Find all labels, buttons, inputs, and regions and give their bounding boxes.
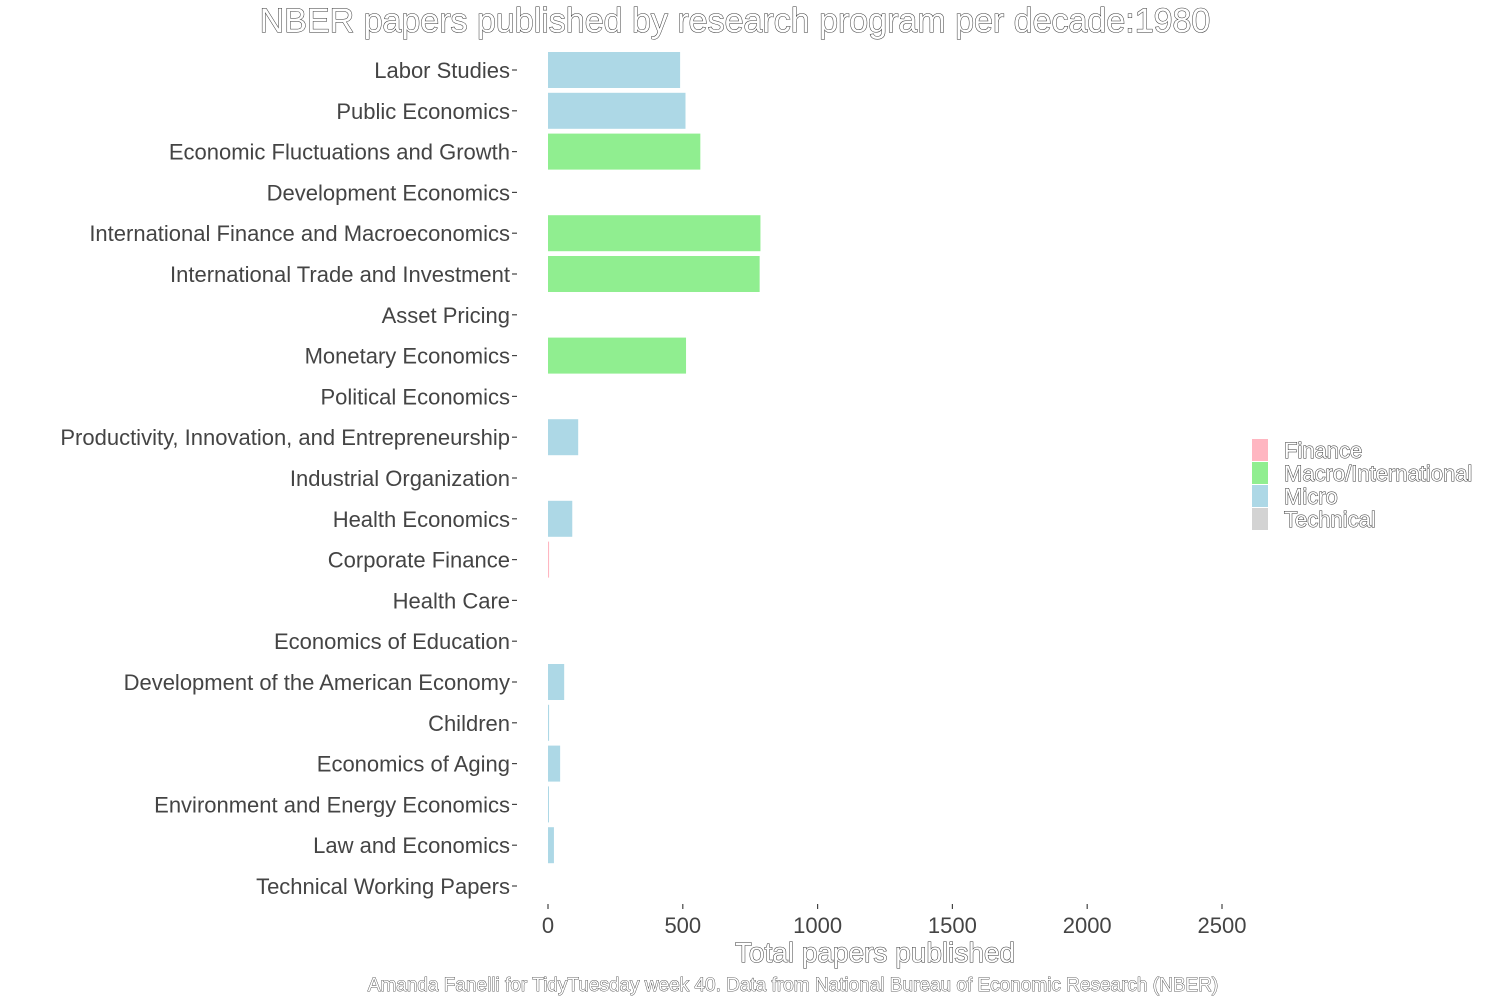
bar [548, 52, 681, 88]
legend-swatch [1252, 439, 1268, 461]
bar [548, 256, 760, 292]
caption: Amanda Fanelli for TidyTuesday week 40. … [368, 975, 1218, 996]
y-tick-label: Children [428, 711, 510, 736]
bar [548, 827, 554, 864]
y-tick-label: Health Economics [333, 507, 510, 532]
x-tick-label: 2000 [1063, 913, 1112, 938]
y-tick-label: Technical Working Papers [256, 874, 510, 899]
bar [548, 133, 701, 170]
x-tick-label: 1500 [928, 913, 977, 938]
bar [548, 500, 573, 537]
x-tick-label: 0 [542, 913, 554, 938]
y-tick-label: International Finance and Macroeconomics [89, 221, 510, 246]
bar [548, 337, 687, 374]
y-tick-label: Development Economics [267, 180, 510, 205]
legend-label: Micro [1284, 484, 1338, 509]
y-tick-label: Economics of Education [274, 629, 510, 654]
y-tick-label: Public Economics [336, 99, 510, 124]
y-tick-label: International Trade and Investment [170, 262, 510, 287]
bar [548, 215, 761, 252]
y-tick-label: Corporate Finance [328, 548, 510, 573]
x-tick-label: 2500 [1198, 913, 1247, 938]
y-tick-label: Development of the American Economy [124, 670, 510, 695]
x-axis: 0 500 1000 1500 2000 2500 [542, 904, 1247, 938]
y-tick-label: Industrial Organization [290, 466, 510, 491]
y-tick-label: Political Economics [320, 384, 510, 409]
y-tick-label: Asset Pricing [382, 303, 510, 328]
legend-label: Finance [1284, 438, 1362, 463]
bar [548, 704, 550, 741]
y-tick-label: Economic Fluctuations and Growth [169, 140, 510, 165]
y-tick-label: Monetary Economics [305, 344, 510, 369]
x-tick-label: 1000 [793, 913, 842, 938]
bar [548, 786, 549, 823]
y-tick-label: Law and Economics [313, 833, 510, 858]
bar [548, 92, 686, 129]
bar [548, 664, 565, 700]
bar [548, 745, 561, 782]
legend-label: Macro/International [1284, 461, 1472, 486]
legend-swatch [1252, 462, 1268, 484]
legend-swatch [1252, 485, 1268, 507]
x-axis-label: Total papers published [735, 937, 1015, 968]
bar [548, 541, 550, 578]
chart-title: NBER papers published by research progra… [260, 2, 1211, 40]
bar [548, 419, 579, 456]
legend-label: Technical [1284, 507, 1376, 532]
y-tick-label: Health Care [393, 588, 510, 613]
y-tick-label: Productivity, Innovation, and Entreprene… [60, 425, 510, 450]
legend-swatch [1252, 508, 1268, 530]
bars [548, 52, 761, 864]
y-tick-label: Environment and Energy Economics [154, 792, 510, 817]
y-tick-label: Labor Studies [374, 58, 510, 83]
y-axis: Labor Studies Public Economics Economic Fl… [60, 58, 517, 899]
x-tick-label: 500 [664, 913, 701, 938]
y-tick-label: Economics of Aging [317, 752, 510, 777]
